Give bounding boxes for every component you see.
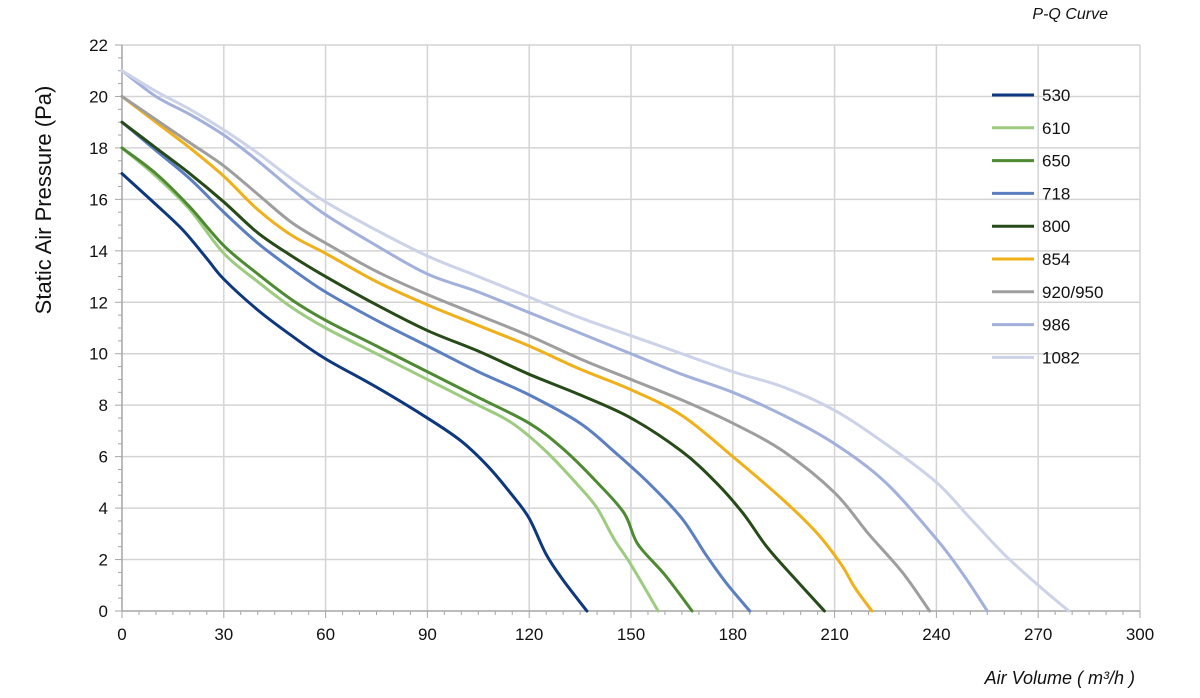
y-tick-label: 22 [89,36,108,55]
legend-label: 530 [1042,86,1070,105]
x-tick-label: 150 [617,625,645,644]
x-tick-label: 0 [117,625,126,644]
x-axis-title: Air Volume ( m³/h ) [984,668,1135,688]
x-tick-label: 60 [316,625,335,644]
series-line-1082 [120,69,1071,613]
x-tick-label: 30 [214,625,233,644]
x-tick-label: 270 [1024,625,1052,644]
x-tick-label: 120 [515,625,543,644]
legend-label: 610 [1042,119,1070,138]
legend-label: 920/950 [1042,283,1103,302]
legend: 530 610 650 718 800 854 920/950 986 1082 [992,86,1103,367]
y-tick-label: 6 [99,448,108,467]
x-tick-label: 90 [418,625,437,644]
y-tick-label: 20 [89,87,108,106]
axes [115,44,1141,618]
x-tick-label: 240 [922,625,950,644]
y-tick-label: 0 [99,602,108,621]
series-line-530 [120,172,589,613]
series-lines [120,69,1071,613]
x-tick-label: 210 [820,625,848,644]
series-line-920-950 [120,94,932,613]
y-axis-title: Static Air Pressure (Pa) [31,86,56,315]
grid-lines [122,44,1141,611]
y-tick-label: 4 [99,499,108,518]
series-line-800 [120,120,826,613]
y-tick-label: 14 [89,242,108,261]
tick-labels: 0 30 60 90 120 150 180 210 240 270 300 0 2 4 6 8 10 12 14 1… [89,36,1154,644]
x-tick-label: 180 [719,625,747,644]
series-line-650 [120,146,694,613]
legend-label: 986 [1042,316,1070,335]
legend-label: 1082 [1042,348,1080,367]
series-line-610 [120,146,660,613]
series-line-718 [120,120,752,613]
legend-label: 650 [1042,152,1070,171]
y-tick-label: 18 [89,139,108,158]
y-tick-label: 2 [99,551,108,570]
y-tick-label: 16 [89,190,108,209]
series-line-854 [120,94,874,613]
y-tick-label: 10 [89,345,108,364]
legend-label: 800 [1042,217,1070,236]
y-tick-label: 12 [89,293,108,312]
chart-title: P-Q Curve [1032,6,1108,23]
y-tick-label: 8 [99,396,108,415]
x-tick-label: 300 [1126,625,1154,644]
legend-label: 718 [1042,184,1070,203]
legend-label: 854 [1042,250,1070,269]
series-line-986 [120,69,989,613]
